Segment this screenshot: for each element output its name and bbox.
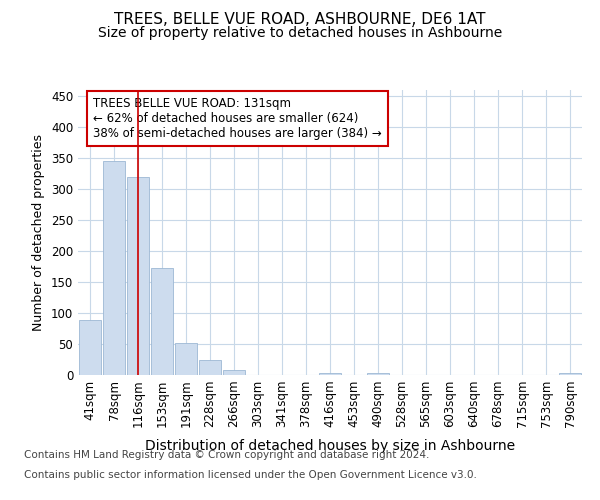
Text: Contains public sector information licensed under the Open Government Licence v3: Contains public sector information licen… (24, 470, 477, 480)
Bar (223, 370, 245, 375)
X-axis label: Distribution of detached houses by size in Ashbourne: Distribution of detached houses by size … (145, 438, 515, 452)
Bar (199, 360, 221, 375)
Text: TREES BELLE VUE ROAD: 131sqm
← 62% of detached houses are smaller (624)
38% of s: TREES BELLE VUE ROAD: 131sqm ← 62% of de… (93, 97, 382, 140)
Bar (103, 161, 125, 375)
Bar (175, 343, 197, 375)
Bar (151, 268, 173, 375)
Bar (559, 372, 581, 375)
Text: TREES, BELLE VUE ROAD, ASHBOURNE, DE6 1AT: TREES, BELLE VUE ROAD, ASHBOURNE, DE6 1A… (114, 12, 486, 28)
Bar (367, 372, 389, 375)
Text: Contains HM Land Registry data © Crown copyright and database right 2024.: Contains HM Land Registry data © Crown c… (24, 450, 430, 460)
Text: Size of property relative to detached houses in Ashbourne: Size of property relative to detached ho… (98, 26, 502, 40)
Bar (127, 176, 149, 375)
Bar (79, 320, 101, 375)
Y-axis label: Number of detached properties: Number of detached properties (32, 134, 46, 331)
Bar (319, 372, 341, 375)
